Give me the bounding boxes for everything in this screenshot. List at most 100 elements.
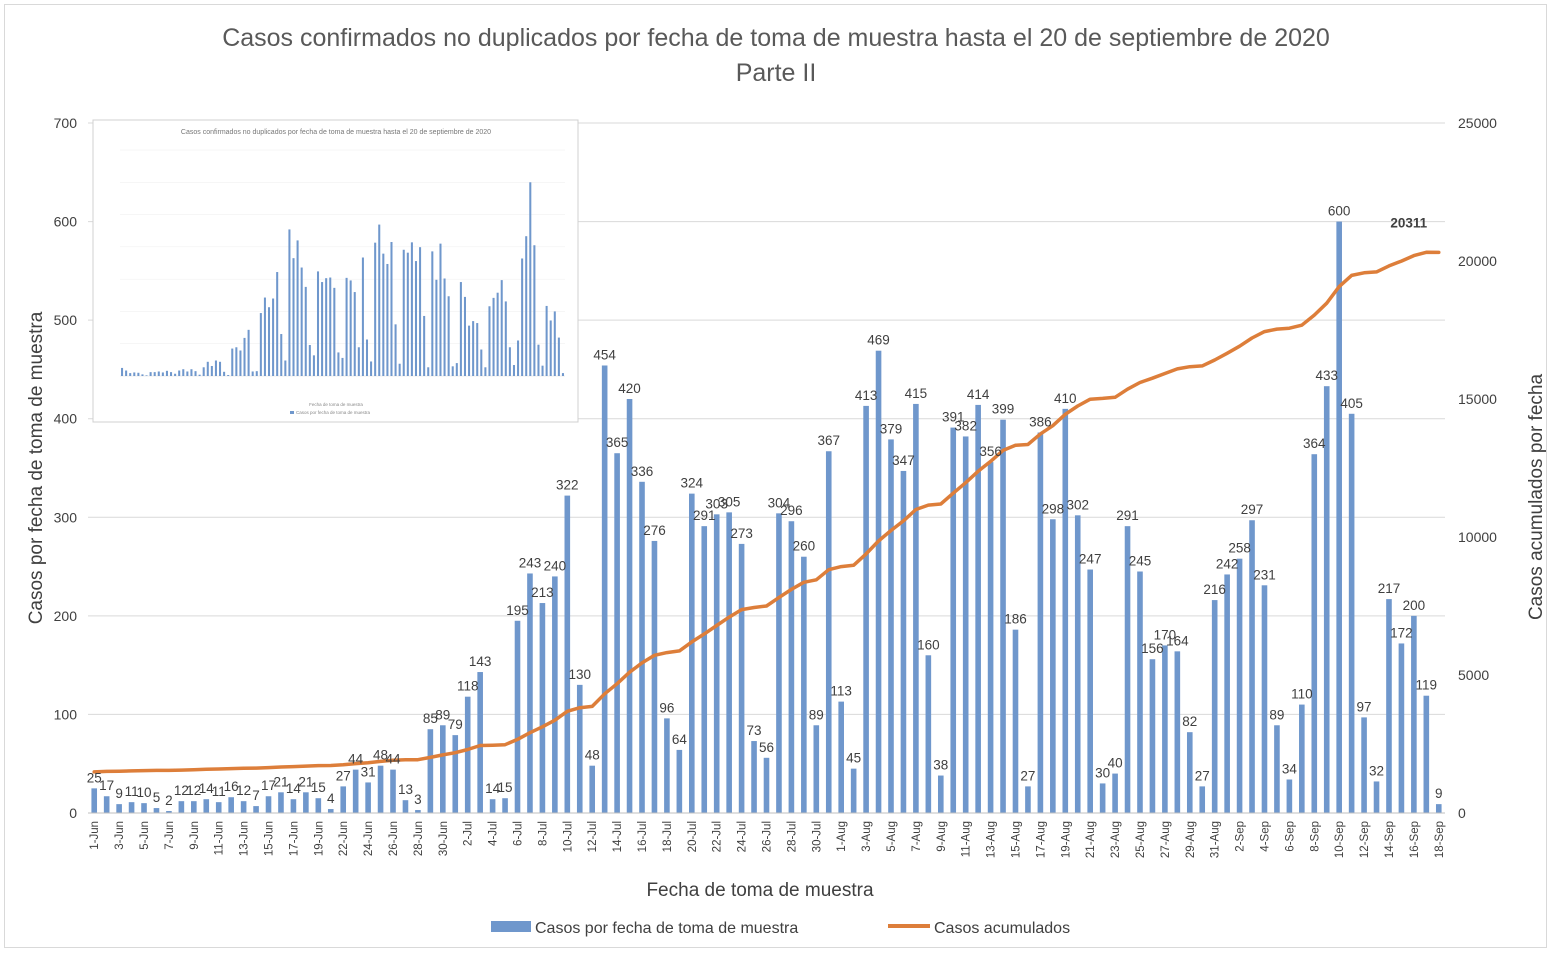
bar-data-label: 364: [1303, 436, 1326, 451]
y-right-tick-label: 20000: [1458, 253, 1497, 269]
x-axis-title: Fecha de toma de muestra: [646, 880, 873, 901]
bar-data-label: 119: [1416, 678, 1438, 693]
inset-bar: [284, 360, 287, 376]
inset-bar: [488, 306, 491, 376]
x-tick-label: 28-Jul: [786, 821, 798, 852]
x-tick-label: 11-Jun: [214, 821, 226, 855]
inset-bar: [255, 371, 258, 376]
bar: [191, 801, 197, 813]
bar-data-label: 89: [1269, 707, 1284, 722]
bar: [166, 811, 172, 813]
bar-data-label: 410: [1054, 391, 1077, 406]
bar: [925, 655, 932, 813]
legend: Casos por fecha de toma de muestra Casos…: [491, 920, 1070, 937]
inset-bar: [308, 345, 311, 376]
bar: [215, 802, 222, 813]
inset-bar: [259, 313, 262, 376]
bar: [290, 799, 297, 813]
bar-data-label: 130: [568, 667, 591, 682]
bar-data-label: 113: [830, 684, 852, 699]
bar: [477, 672, 483, 813]
inset-bar: [186, 371, 189, 376]
x-tick-label: 1-Jun: [89, 821, 101, 850]
x-tick-label: 20-Jul: [687, 821, 699, 852]
bar-data-label: 172: [1390, 625, 1413, 640]
inset-bar: [500, 280, 503, 376]
x-tick-label: 7-Jun: [164, 821, 176, 850]
inset-bar: [337, 352, 340, 376]
bar-data-label: 48: [585, 748, 600, 763]
x-tick-label: 18-Sep: [1434, 821, 1446, 858]
inset-bar: [504, 301, 507, 376]
inset-bar: [198, 374, 201, 376]
inset-bar: [272, 298, 275, 376]
inset-legend-swatch: [290, 411, 294, 414]
bar-data-label: 160: [917, 637, 940, 652]
y-right-tick-label: 0: [1458, 805, 1466, 821]
inset-bar: [427, 367, 430, 376]
x-tick-label: 7-Aug: [911, 821, 923, 852]
bar-data-label: 16: [224, 779, 239, 794]
bar-data-label: 32: [1369, 763, 1384, 778]
bar: [1311, 454, 1318, 813]
bar-data-label: 260: [793, 539, 816, 554]
inset-bar: [476, 323, 479, 376]
y-right-tick-label: 25000: [1458, 115, 1497, 131]
inset-bar: [178, 370, 181, 376]
bar: [1112, 773, 1118, 813]
inset-bar: [386, 263, 389, 376]
bar-data-label: 247: [1079, 552, 1102, 567]
x-tick-label: 15-Aug: [1011, 821, 1023, 858]
bar: [937, 775, 944, 813]
inset-bar: [468, 325, 471, 376]
bar: [950, 427, 957, 813]
bar: [801, 556, 807, 813]
inset-bar: [431, 251, 434, 376]
bar: [1050, 519, 1056, 813]
x-tick-label: 4-Jul: [488, 821, 500, 846]
bar-data-label: 97: [1357, 699, 1372, 714]
bar: [1012, 629, 1019, 813]
bar-data-label: 413: [855, 388, 878, 403]
y-left-tick-label: 500: [54, 312, 78, 328]
bar: [1286, 779, 1293, 813]
bar-data-label: 322: [556, 478, 579, 493]
inset-bar: [170, 372, 173, 376]
inset-bar: [382, 253, 385, 376]
bar-data-label: 433: [1315, 368, 1338, 383]
bar-data-label: 297: [1241, 502, 1264, 517]
x-tick-label: 11-Aug: [961, 821, 973, 857]
bar-data-label: 89: [809, 707, 824, 722]
x-tick-label: 5-Aug: [886, 821, 898, 852]
inset-bar: [121, 367, 124, 376]
inset-bar: [521, 258, 524, 376]
x-tick-label: 14-Jul: [612, 821, 624, 852]
inset-bar: [378, 224, 381, 376]
y-left-tick-label: 100: [54, 706, 78, 722]
x-tick-label: 16-Sep: [1409, 821, 1421, 858]
bar: [1348, 413, 1355, 813]
x-tick-label: 6-Sep: [1284, 821, 1296, 852]
bar-data-label: 31: [361, 764, 376, 779]
bar-data-label: 231: [1253, 567, 1276, 582]
bar: [452, 735, 459, 813]
bar-data-label: 13: [398, 782, 413, 797]
bar-data-label: 2: [165, 793, 173, 808]
inset-bar: [533, 245, 536, 376]
inset-bar: [174, 373, 177, 376]
inset-bar: [267, 307, 271, 376]
inset-bar: [370, 361, 373, 376]
bar: [253, 806, 259, 813]
inset-bar: [316, 271, 320, 376]
inset-bar: [137, 372, 140, 376]
inset-bar: [443, 278, 446, 376]
bar-data-label: 454: [593, 347, 616, 362]
bar-data-label: 296: [780, 503, 803, 518]
inset-bar: [129, 373, 132, 376]
x-tick-label: 30-Jun: [438, 821, 450, 856]
bar-data-label: 216: [1203, 582, 1226, 597]
y-right-tick-label: 5000: [1458, 667, 1489, 683]
bar: [141, 803, 147, 813]
bar-data-label: 164: [1166, 633, 1189, 648]
inset-bar: [153, 372, 156, 376]
